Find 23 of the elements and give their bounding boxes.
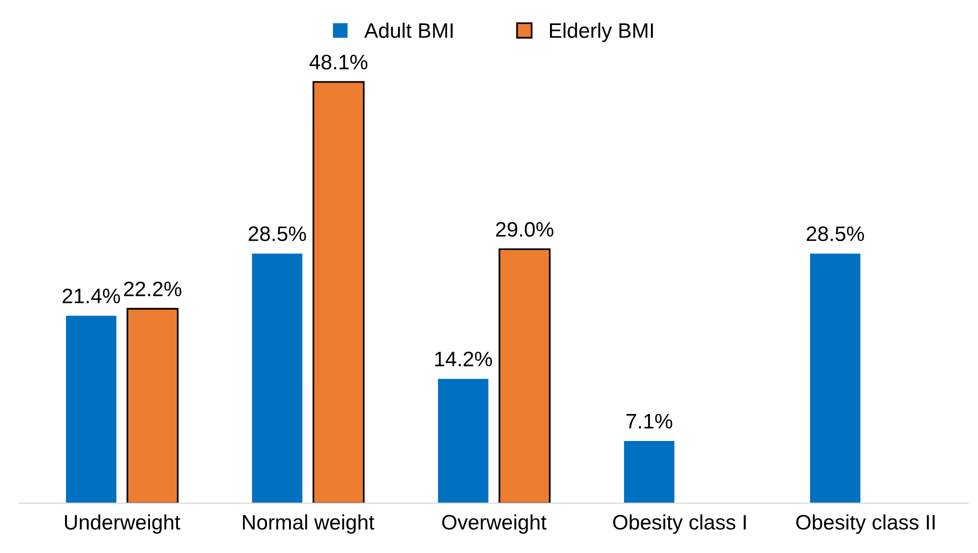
data-label: 28.5% [248, 226, 306, 242]
bar [252, 254, 302, 504]
data-label: 48.1% [310, 54, 368, 70]
x-tick-label: Underweight [64, 514, 180, 534]
data-label: 22.2% [124, 282, 182, 296]
bar [66, 316, 116, 504]
x-tick-label: Obesity class I [613, 514, 746, 534]
data-label: 21.4% [62, 288, 120, 304]
legend-label: Elderly BMI [550, 22, 653, 42]
bar [312, 81, 365, 504]
data-label: 14.2% [435, 352, 492, 366]
data-label: 28.5% [806, 226, 864, 242]
bar [438, 378, 488, 504]
bar [126, 308, 179, 504]
bar [624, 441, 674, 504]
data-label: 7.1% [626, 414, 672, 429]
x-tick-label: Overweight [442, 514, 546, 534]
bar [810, 254, 860, 504]
bar [498, 248, 551, 504]
data-label: 29.0% [496, 222, 554, 237]
legend-label: Adult BMI [364, 22, 453, 38]
x-tick-label: Normal weight [243, 514, 374, 534]
x-tick-label: Obesity class II [796, 514, 935, 534]
